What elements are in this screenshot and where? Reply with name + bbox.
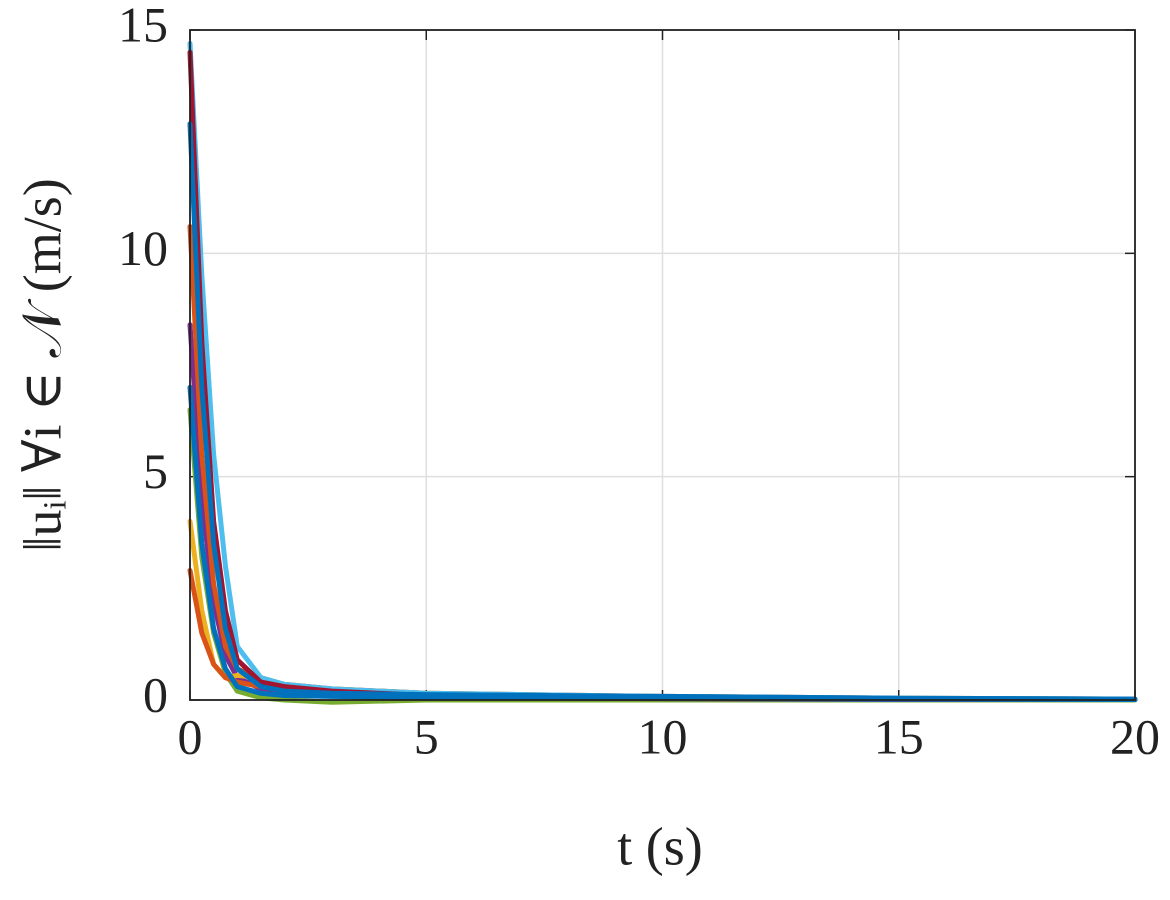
x-axis-label: t (s) [617, 816, 702, 876]
series-line [187, 121, 1138, 702]
x-tick-label: 10 [638, 708, 688, 764]
x-tick-label: 15 [874, 708, 924, 764]
x-tick-label: 0 [178, 708, 203, 764]
x-tick-label: 5 [414, 708, 439, 764]
y-axis-label: ‖uᵢ‖ ∀i ∈ 𝒩 (m/s) [12, 178, 72, 551]
y-tick-label: 10 [118, 220, 168, 276]
axes-box [189, 29, 1136, 701]
y-tick-label: 5 [143, 443, 168, 499]
y-tick-label: 0 [143, 666, 168, 722]
y-tick-label: 15 [118, 0, 168, 52]
x-tick-label: 20 [1110, 708, 1160, 764]
